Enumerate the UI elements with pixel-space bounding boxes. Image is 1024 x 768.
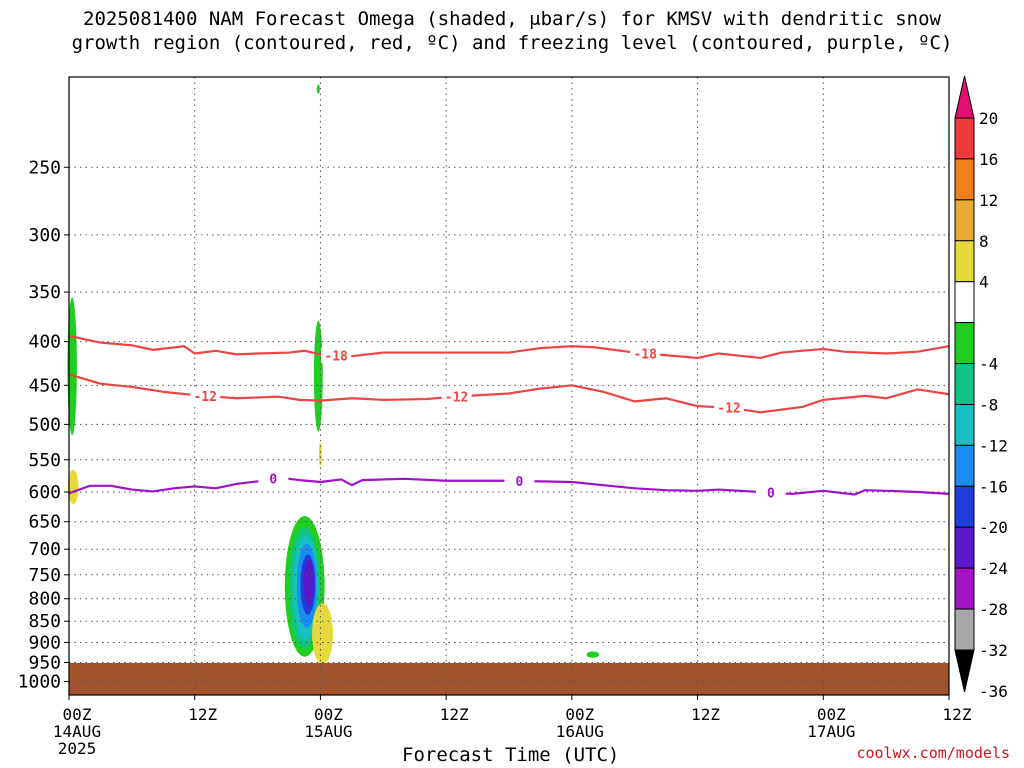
colorbar-label: -8 <box>979 395 998 414</box>
contour-label-bg <box>321 347 352 364</box>
axes: 2503003504004505005506006507007508008509… <box>18 76 972 758</box>
colorbar-label: -12 <box>979 436 1008 455</box>
colorbar-label: -36 <box>979 682 1008 701</box>
x-tick-label: 00Z <box>314 705 343 724</box>
y-tick-label: 250 <box>28 157 61 178</box>
contour-label-bg <box>441 388 472 405</box>
colorbar-label: 20 <box>979 109 998 128</box>
colorbar-band-6 <box>954 363 975 405</box>
plot-area <box>67 77 949 695</box>
y-tick-label: 350 <box>28 282 61 303</box>
y-tick-label: 450 <box>28 375 61 396</box>
y-tick-label: 850 <box>28 611 61 632</box>
colorbar-band-11 <box>954 567 975 610</box>
ground-terrain <box>69 663 949 695</box>
contour-0-2 <box>68 476 950 496</box>
chart-title-line-1: 2025081400 NAM Forecast Omega (shaded, μ… <box>83 8 941 30</box>
omega-shade-10 <box>318 442 322 467</box>
contour-label-bg <box>755 484 786 501</box>
y-tick-label: 950 <box>28 652 61 673</box>
colorbar-band-0 <box>954 117 975 160</box>
colorbar-label: -32 <box>979 641 1008 660</box>
x-tick-label: 00Z <box>63 705 92 724</box>
colorbar-band-12 <box>954 608 975 651</box>
x-tick-date-label: 16AUG <box>556 722 604 741</box>
colorbar-label: -4 <box>979 355 998 374</box>
contour-label: -12 <box>193 390 216 405</box>
colorbar-label: 8 <box>979 232 989 251</box>
y-tick-label: 900 <box>28 632 61 653</box>
colorbar-band-10 <box>954 526 975 569</box>
colorbar-band-8 <box>954 444 975 487</box>
y-tick-label: 1000 <box>18 672 61 693</box>
colorbar-band-1 <box>954 158 975 201</box>
contour-label: 0 <box>269 472 277 487</box>
x-tick-date-label: 17AUG <box>807 722 855 741</box>
colorbar-band-7 <box>954 403 975 446</box>
y-tick-label: 400 <box>28 332 61 353</box>
y-tick-label: 650 <box>28 512 61 533</box>
y-tick-label: 500 <box>28 414 61 435</box>
colorbar-under-arrow <box>954 649 975 693</box>
x-tick-label: 12Z <box>188 705 217 724</box>
omega-shade-0 <box>67 297 77 436</box>
y-tick-label: 800 <box>28 589 61 610</box>
contour-label-bg <box>258 470 289 487</box>
contour-label-bg <box>714 399 744 416</box>
contour-label-bg <box>504 472 535 489</box>
contour-label: 0 <box>516 475 524 490</box>
x-tick-label: 00Z <box>817 705 846 724</box>
colorbar-label: -28 <box>979 600 1008 619</box>
y-tick-label: 550 <box>28 450 61 471</box>
colorbar-label: 4 <box>979 273 989 292</box>
omega-shade-12 <box>316 84 320 94</box>
plot-frame <box>68 76 950 696</box>
omega-shade-7 <box>303 559 315 606</box>
x-tick-label: 12Z <box>440 705 469 724</box>
colorbar-band-4 <box>954 281 975 324</box>
colorbar-label: 16 <box>979 150 998 169</box>
omega-shade-9 <box>67 469 79 505</box>
y-tick-label: 600 <box>28 482 61 503</box>
temperature-contours: -18 -18 -12 -12 -12 0 0 0 <box>68 334 950 502</box>
y-tick-label: 750 <box>28 565 61 586</box>
x-tick-label: 00Z <box>565 705 594 724</box>
plot-background <box>69 77 949 695</box>
x-tick-label: 12Z <box>691 705 720 724</box>
contour-label: -12 <box>717 402 740 417</box>
colorbar-label: 12 <box>979 191 998 210</box>
omega-shade-8 <box>312 603 333 665</box>
site-watermark: coolwx.com/models <box>856 744 1010 762</box>
contour-label: -18 <box>633 347 657 362</box>
contour--18-0 <box>68 334 950 360</box>
colorbar: 20 16 12 8 4 -4 -8 -12 -16 -20 -24 -28 -32 -36 <box>954 75 1008 701</box>
contour-label-bg <box>630 345 661 362</box>
omega-shade-1 <box>313 320 323 432</box>
x-tick-date-label: 15AUG <box>304 722 352 741</box>
x-tick-year-label: 2025 <box>58 739 97 758</box>
contour-label: -12 <box>445 391 468 406</box>
colorbar-label: -24 <box>979 559 1008 578</box>
colorbar-over-arrow <box>954 75 975 119</box>
colorbar-band-5 <box>954 322 975 365</box>
y-tick-label: 300 <box>28 225 61 246</box>
x-axis-title: Forecast Time (UTC) <box>402 744 620 766</box>
colorbar-label: -16 <box>979 477 1008 496</box>
colorbar-band-9 <box>954 485 975 528</box>
contour-label: 0 <box>767 487 775 502</box>
x-tick-label: 12Z <box>943 705 972 724</box>
contour-label: -18 <box>324 349 348 364</box>
colorbar-band-3 <box>954 240 975 283</box>
colorbar-label: -20 <box>979 518 1008 537</box>
omega-shade-11 <box>586 651 600 658</box>
chart-title-line-2: growth region (contoured, red, ºC) and f… <box>71 32 953 54</box>
contour-label-bg <box>190 387 221 404</box>
colorbar-band-2 <box>954 199 975 242</box>
x-tick-date-label: 14AUG <box>53 722 101 741</box>
y-tick-label: 700 <box>28 539 61 560</box>
